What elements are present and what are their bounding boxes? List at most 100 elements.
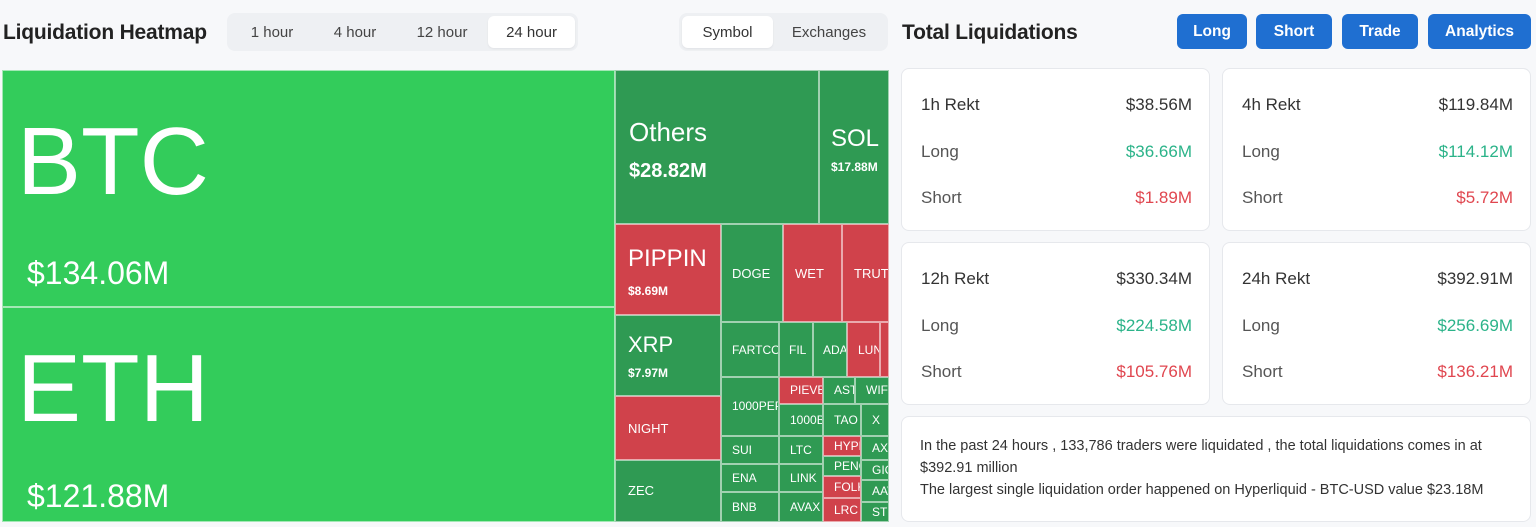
heatmap-tile-wet[interactable]: WET: [783, 224, 842, 322]
tile-symbol: GIGGLE: [872, 463, 888, 477]
rekt-long-row: Long $36.66M: [921, 142, 1192, 162]
long-label: Long: [921, 142, 959, 161]
rekt-card-24h: 24h Rekt $392.91M Long $256.69M Short $1…: [1222, 242, 1531, 405]
tab-exchanges[interactable]: Exchanges: [791, 23, 867, 41]
rekt-card-title: 4h Rekt: [1242, 95, 1301, 114]
short-value: $1.89M: [1135, 188, 1192, 207]
rekt-card-1h: 1h Rekt $38.56M Long $36.66M Short $1.89…: [901, 68, 1210, 231]
summary-line-traders: In the past 24 hours , 133,786 traders w…: [920, 438, 1482, 476]
heatmap-tile-1000bonk[interactable]: 1000BONK: [779, 404, 823, 436]
tile-symbol: ENA: [732, 471, 757, 485]
rekt-short-row: Short $105.76M: [921, 362, 1192, 382]
heatmap-tile-folks[interactable]: FOLKS: [823, 476, 861, 498]
analytics-button[interactable]: Analytics: [1428, 14, 1531, 49]
heatmap-tile-ena[interactable]: ENA: [721, 464, 779, 492]
long-value: $224.58M: [1116, 316, 1192, 335]
heatmap-tile-pieverse[interactable]: PIEVERSE: [779, 377, 823, 404]
tab-symbol[interactable]: Symbol: [682, 16, 773, 48]
heatmap-tile-zec[interactable]: ZEC: [615, 460, 721, 522]
heatmap-tile-sui[interactable]: SUI: [721, 436, 779, 464]
summary-line-largest-order: The largest single liquidation order hap…: [920, 482, 1484, 498]
short-value: $136.21M: [1437, 362, 1513, 381]
tile-symbol: ASTER: [834, 383, 854, 397]
rekt-short-row: Short $5.72M: [1242, 188, 1513, 208]
rekt-card-title: 1h Rekt: [921, 95, 980, 114]
heatmap-tile-aster[interactable]: ASTER: [823, 377, 855, 404]
rekt-short-row: Short $136.21M: [1242, 362, 1513, 382]
heatmap-tile-luna[interactable]: LUNA: [847, 322, 880, 377]
tile-symbol: STRK: [872, 505, 888, 519]
heatmap-tile-sol[interactable]: SOL $17.88M: [819, 70, 889, 224]
heatmap-tile-bnb[interactable]: BNB: [721, 492, 779, 522]
tile-symbol: ETH: [17, 335, 209, 442]
heatmap-tile-eth[interactable]: ETH $121.88M: [2, 307, 615, 522]
heatmap-tile-hype[interactable]: HYPE: [823, 436, 861, 456]
tile-symbol: FOLKS: [834, 480, 860, 494]
heatmap-title: Liquidation Heatmap: [3, 21, 207, 44]
tile-symbol: WIF: [866, 383, 888, 397]
tile-symbol: FARTCOIN: [732, 343, 779, 357]
rekt-total-row: 4h Rekt $119.84M: [1242, 95, 1513, 115]
heatmap-tile-fartcoin[interactable]: FARTCOIN: [721, 322, 779, 377]
short-label: Short: [921, 188, 962, 207]
heatmap-tile-pengu[interactable]: PENGU: [823, 456, 861, 476]
liquidation-heatmap: BTC $134.06M ETH $121.88M Others $28.82M…: [2, 70, 889, 522]
heatmap-tile-strk[interactable]: STRK: [861, 502, 889, 522]
tab-1-hour[interactable]: 1 hour: [250, 23, 294, 41]
tile-symbol: Others: [629, 117, 708, 147]
tab-24-hour[interactable]: 24 hour: [488, 16, 575, 48]
short-button[interactable]: Short: [1256, 14, 1332, 49]
rekt-short-row: Short $1.89M: [921, 188, 1192, 208]
heatmap-tile-night[interactable]: NIGHT: [615, 396, 721, 460]
heatmap-tile-ltc[interactable]: LTC: [779, 436, 823, 464]
long-label: Long: [1242, 142, 1280, 161]
tab-4-hour[interactable]: 4 hour: [333, 23, 377, 41]
rekt-total-row: 1h Rekt $38.56M: [921, 95, 1192, 115]
tile-symbol: X: [872, 413, 881, 427]
long-button[interactable]: Long: [1177, 14, 1247, 49]
tile-symbol: FIL: [789, 343, 807, 357]
tile-symbol: 1000BONK: [790, 413, 822, 427]
heatmap-tile-ada[interactable]: ADA: [813, 322, 847, 377]
heatmap-tile-fil[interactable]: FIL: [779, 322, 813, 377]
heatmap-tile-lrc[interactable]: LRC: [823, 498, 861, 522]
trade-button[interactable]: Trade: [1342, 14, 1418, 49]
short-label: Short: [1242, 362, 1283, 381]
heatmap-tile-x[interactable]: X: [861, 404, 889, 436]
short-value: $5.72M: [1456, 188, 1513, 207]
heatmap-tile-link[interactable]: LINK: [779, 464, 823, 492]
heatmap-tile-1000pepe[interactable]: 1000PEPE: [721, 377, 779, 436]
heatmap-tile-others[interactable]: Others $28.82M: [615, 70, 819, 224]
heatmap-tile-wif[interactable]: WIF: [855, 377, 889, 404]
rekt-total-row: 24h Rekt $392.91M: [1242, 269, 1513, 289]
long-label: Long: [1242, 316, 1280, 335]
heatmap-tile-doge[interactable]: DOGE: [721, 224, 783, 322]
tile-value: $134.06M: [27, 255, 170, 291]
heatmap-tile-tao[interactable]: TAO: [823, 404, 861, 436]
heatmap-tile-aave[interactable]: AAVE: [861, 480, 889, 502]
heatmap-tile-avax[interactable]: AVAX: [779, 492, 823, 522]
heatmap-tile-small-red[interactable]: [880, 322, 889, 377]
tile-symbol: PIEVERSE: [790, 383, 822, 397]
short-label: Short: [1242, 188, 1283, 207]
long-value: $114.12M: [1438, 142, 1513, 161]
heatmap-tile-axs[interactable]: AXS: [861, 436, 889, 460]
heatmap-tile-giggle[interactable]: GIGGLE: [861, 460, 889, 480]
tile-symbol: DOGE: [732, 266, 771, 281]
heatmap-tile-xrp[interactable]: XRP $7.97M: [615, 315, 721, 396]
tile-value: $121.88M: [27, 478, 170, 514]
tile-symbol: SUI: [732, 443, 753, 457]
tile-symbol: ZEC: [628, 483, 654, 498]
heatmap-tile-btc[interactable]: BTC $134.06M: [2, 70, 615, 307]
heatmap-tile-pippin[interactable]: PIPPIN $8.69M: [615, 224, 721, 315]
short-value: $105.76M: [1116, 362, 1192, 381]
long-value: $36.66M: [1125, 142, 1192, 161]
rekt-total-row: 12h Rekt $330.34M: [921, 269, 1192, 289]
tile-symbol: LINK: [790, 471, 817, 485]
heatmap-tile-truth[interactable]: TRUTH: [842, 224, 889, 322]
tile-symbol: HYPE: [834, 439, 860, 453]
tile-symbol: NIGHT: [628, 421, 669, 436]
tile-value: $8.69M: [628, 284, 669, 298]
tab-12-hour[interactable]: 12 hour: [416, 23, 468, 41]
